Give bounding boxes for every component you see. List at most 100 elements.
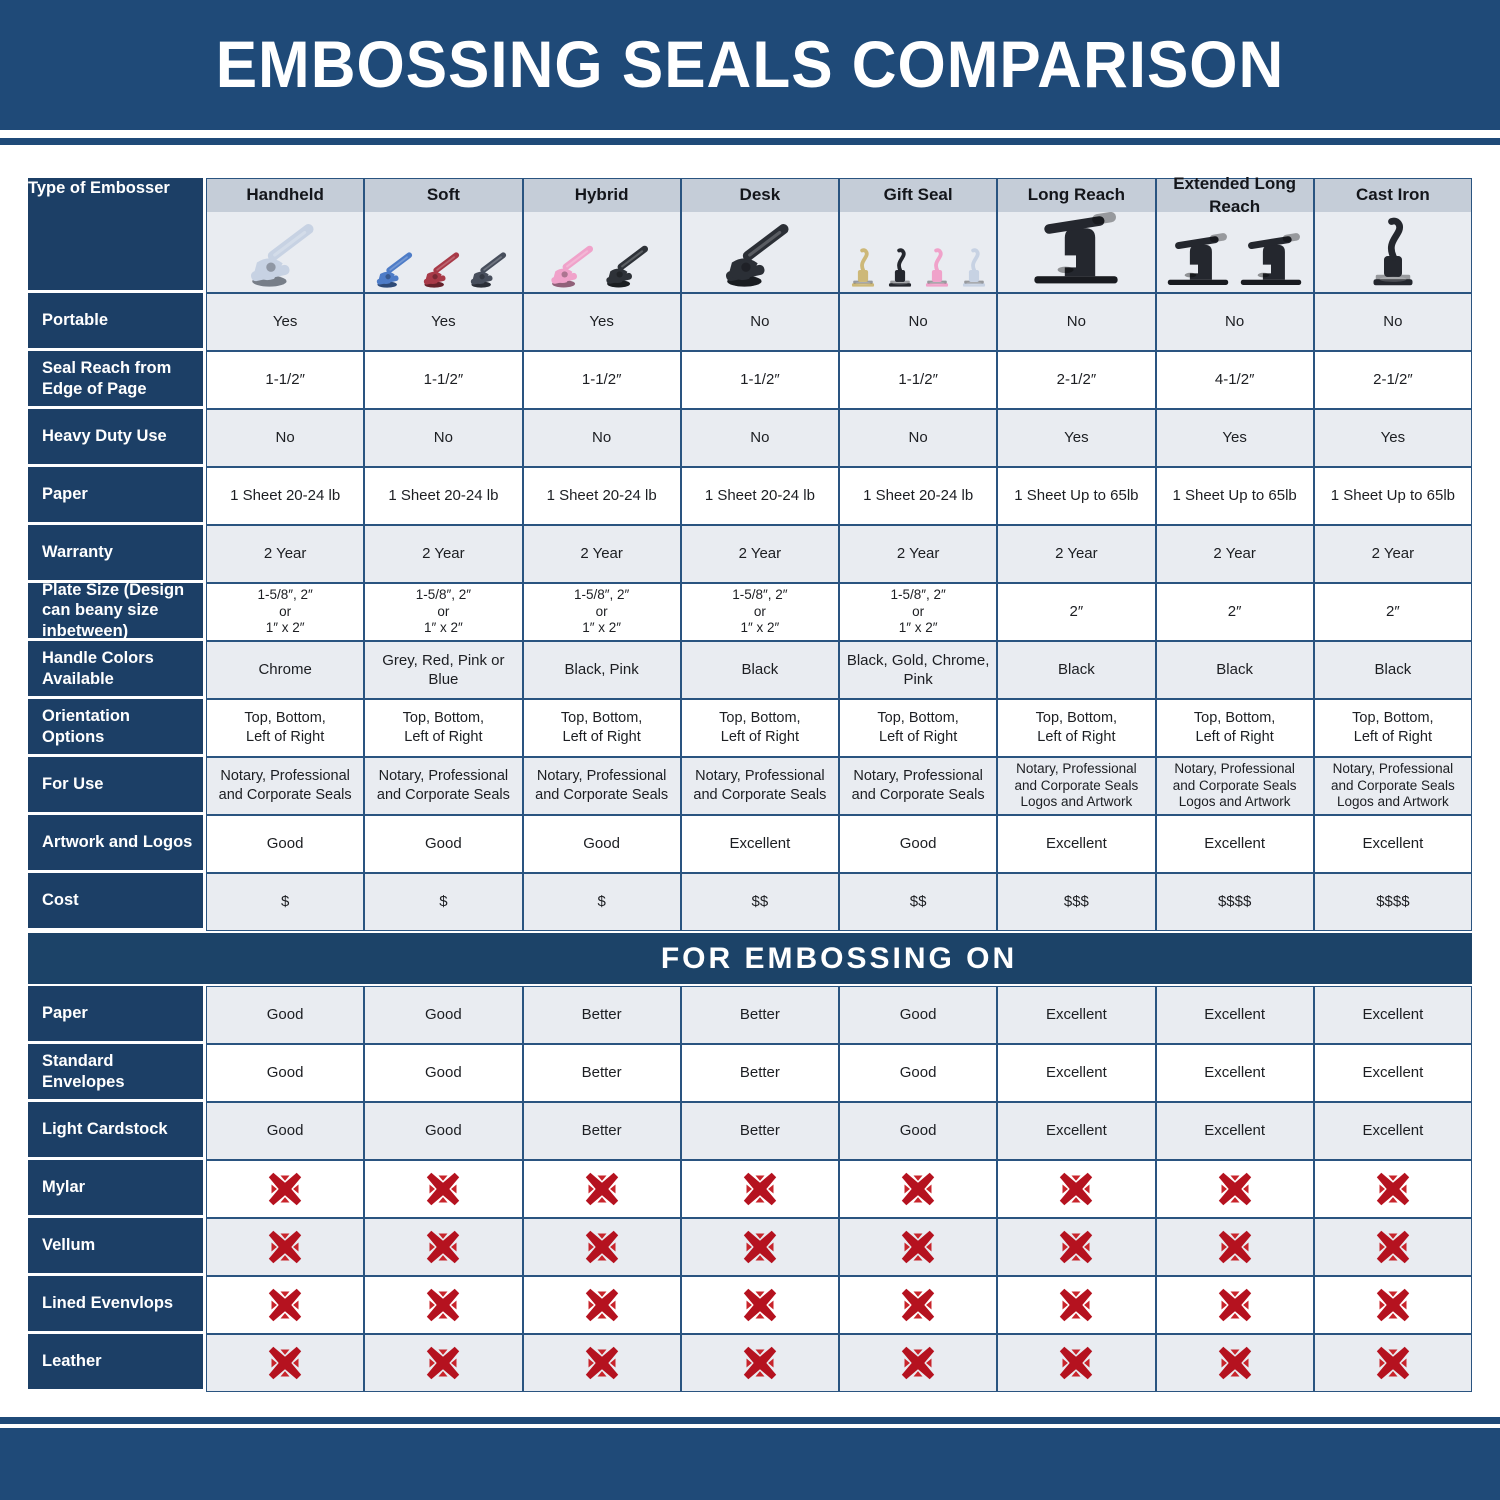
cell-paper-handheld: 1 Sheet 20-24 lb	[206, 467, 365, 525]
x-icon	[901, 1346, 935, 1380]
cell-leather-gift-seal	[839, 1334, 998, 1392]
cell-portable-long-reach: No	[997, 293, 1156, 351]
column-header-cast-iron: Cast Iron	[1314, 179, 1471, 212]
cell-heavy-duty-use-gift-seal: No	[839, 409, 998, 467]
cell-cost-long-reach: $$$	[997, 873, 1156, 931]
cell-vellum-cast-iron	[1313, 1218, 1472, 1276]
cell-seal-reach-from-edge-of-page-extended-long-reach: 4-1/2″	[1155, 351, 1314, 409]
cell-cost-soft: $	[364, 873, 523, 931]
cell-seal-reach-from-edge-of-page-hybrid: 1-1/2″	[522, 351, 681, 409]
cell-plate-size-design-can-beany-size-inbetween-desk: 1-5/8″, 2″ or 1″ x 2″	[680, 583, 839, 641]
column-header-handheld: Handheld	[207, 179, 364, 212]
cell-heavy-duty-use-soft: No	[364, 409, 523, 467]
cell-mylar-extended-long-reach	[1155, 1160, 1314, 1218]
row-label-heavy-duty-use: Heavy Duty Use	[28, 409, 206, 467]
cell-handle-colors-available-handheld: Chrome	[206, 641, 365, 699]
cell-vellum-desk	[680, 1218, 839, 1276]
cell-orientation-options-soft: Top, Bottom, Left of Right	[364, 699, 523, 757]
hybrid-embosser-image	[523, 212, 680, 292]
row-label-standard-envelopes: Standard Envelopes	[28, 1044, 206, 1102]
row-label-leather: Leather	[28, 1334, 206, 1392]
cell-for-use-soft: Notary, Professional and Corporate Seals	[364, 757, 523, 815]
cell-paper-handheld: Good	[206, 986, 365, 1044]
cell-plate-size-design-can-beany-size-inbetween-handheld: 1-5/8″, 2″ or 1″ x 2″	[206, 583, 365, 641]
cell-handle-colors-available-extended-long-reach: Black	[1155, 641, 1314, 699]
column-cast-iron: Cast Iron	[1313, 178, 1472, 293]
cell-heavy-duty-use-handheld: No	[206, 409, 365, 467]
x-icon	[427, 1288, 460, 1322]
x-icon	[743, 1288, 777, 1322]
cell-for-use-long-reach: Notary, Professional and Corporate Seals…	[997, 757, 1156, 815]
section-title-text: FOR EMBOSSING ON	[660, 941, 1018, 975]
cell-light-cardstock-long-reach: Excellent	[997, 1102, 1156, 1160]
cell-standard-envelopes-cast-iron: Excellent	[1313, 1044, 1472, 1102]
cell-light-cardstock-gift-seal: Good	[839, 1102, 998, 1160]
cell-plate-size-design-can-beany-size-inbetween-long-reach: 2″	[997, 583, 1156, 641]
banner-gap	[0, 130, 1500, 138]
cell-handle-colors-available-soft: Grey, Red, Pink or Blue	[364, 641, 523, 699]
cell-paper-soft: 1 Sheet 20-24 lb	[364, 467, 523, 525]
cell-standard-envelopes-hybrid: Better	[522, 1044, 681, 1102]
cell-light-cardstock-extended-long-reach: Excellent	[1155, 1102, 1314, 1160]
hand-embosser-icon	[421, 245, 465, 289]
soft-embosser-image	[365, 212, 522, 292]
row-label-cost: Cost	[28, 873, 206, 931]
x-icon	[1218, 1230, 1251, 1264]
cell-seal-reach-from-edge-of-page-handheld: 1-1/2″	[206, 351, 365, 409]
column-extended-long-reach: Extended Long Reach	[1155, 174, 1314, 293]
cell-portable-cast-iron: No	[1313, 293, 1472, 351]
column-soft: Soft	[364, 178, 523, 293]
cell-warranty-hybrid: 2 Year	[522, 525, 681, 583]
cell-paper-desk: 1 Sheet 20-24 lb	[680, 467, 839, 525]
cast-embosser-icon	[846, 246, 880, 289]
cell-cost-extended-long-reach: $$$$	[1155, 873, 1314, 931]
hand-embosser-icon	[374, 245, 418, 289]
x-icon	[268, 1288, 302, 1322]
cell-handle-colors-available-gift-seal: Black, Gold, Chrome, Pink	[839, 641, 998, 699]
cell-heavy-duty-use-desk: No	[680, 409, 839, 467]
row-label-orientation-options: Orientation Options	[28, 699, 206, 757]
cell-orientation-options-cast-iron: Top, Bottom, Left of Right	[1313, 699, 1472, 757]
page-title: EMBOSSING SEALS COMPARISON	[215, 28, 1285, 102]
column-long-reach: Long Reach	[997, 178, 1156, 293]
cell-plate-size-design-can-beany-size-inbetween-gift-seal: 1-5/8″, 2″ or 1″ x 2″	[839, 583, 998, 641]
cell-light-cardstock-cast-iron: Excellent	[1313, 1102, 1472, 1160]
row-label-mylar: Mylar	[28, 1160, 206, 1218]
desk-embosser-icon	[1163, 231, 1233, 289]
x-icon	[268, 1172, 302, 1206]
cast-embosser-icon	[883, 246, 917, 289]
cell-seal-reach-from-edge-of-page-desk: 1-1/2″	[680, 351, 839, 409]
cell-warranty-cast-iron: 2 Year	[1313, 525, 1472, 583]
cell-artwork-and-logos-handheld: Good	[206, 815, 365, 873]
hand-embosser-icon	[246, 212, 324, 289]
column-header-desk: Desk	[681, 179, 838, 212]
x-icon	[1060, 1230, 1093, 1264]
cell-vellum-handheld	[206, 1218, 365, 1276]
cell-standard-envelopes-gift-seal: Good	[839, 1044, 998, 1102]
cell-light-cardstock-handheld: Good	[206, 1102, 365, 1160]
cell-for-use-hybrid: Notary, Professional and Corporate Seals	[522, 757, 681, 815]
row-label-paper: Paper	[28, 467, 206, 525]
desk-embosser-icon	[1236, 231, 1306, 289]
column-header-gift-seal: Gift Seal	[840, 179, 997, 212]
cell-seal-reach-from-edge-of-page-soft: 1-1/2″	[364, 351, 523, 409]
x-icon	[1218, 1172, 1251, 1206]
cell-heavy-duty-use-extended-long-reach: Yes	[1155, 409, 1314, 467]
row-label-paper: Paper	[28, 986, 206, 1044]
cell-vellum-soft	[364, 1218, 523, 1276]
cell-standard-envelopes-long-reach: Excellent	[997, 1044, 1156, 1102]
cell-portable-hybrid: Yes	[522, 293, 681, 351]
cell-orientation-options-gift-seal: Top, Bottom, Left of Right	[839, 699, 998, 757]
x-icon	[1376, 1288, 1410, 1322]
cell-warranty-long-reach: 2 Year	[997, 525, 1156, 583]
comparison-grid: Type of Embosser Handheld Soft Hybrid Desk Gi…	[28, 174, 1472, 1392]
cell-orientation-options-handheld: Top, Bottom, Left of Right	[206, 699, 365, 757]
cell-orientation-options-extended-long-reach: Top, Bottom, Left of Right	[1155, 699, 1314, 757]
x-icon	[1376, 1230, 1410, 1264]
handheld-embosser-image	[207, 212, 364, 292]
cell-plate-size-design-can-beany-size-inbetween-extended-long-reach: 2″	[1155, 583, 1314, 641]
cell-paper-hybrid: 1 Sheet 20-24 lb	[522, 467, 681, 525]
cell-standard-envelopes-soft: Good	[364, 1044, 523, 1102]
cell-leather-handheld	[206, 1334, 365, 1392]
cell-light-cardstock-soft: Good	[364, 1102, 523, 1160]
